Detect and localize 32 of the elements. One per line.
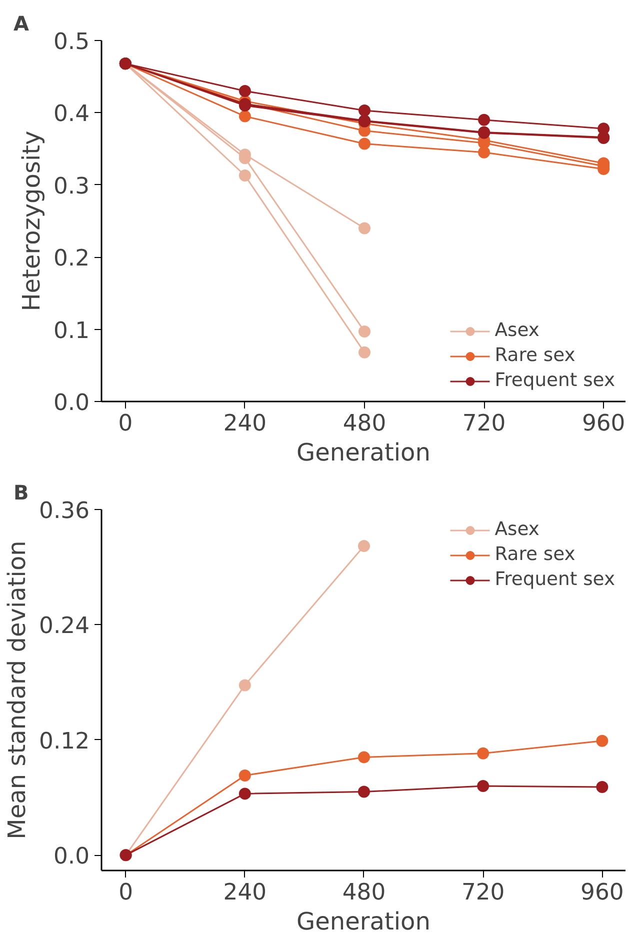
y-tick-label: 0.24 xyxy=(39,613,90,640)
text: B xyxy=(14,480,29,504)
y-tick-label: 0.5 xyxy=(53,29,90,55)
x-tick-label: 0 xyxy=(118,410,133,436)
legend-label: Asex xyxy=(494,519,540,540)
legend-label: Frequent sex xyxy=(494,569,615,590)
x-tick-label: 240 xyxy=(223,410,267,436)
x-tick-label: 720 xyxy=(462,410,506,436)
y-tick-label: 0.2 xyxy=(53,246,90,272)
x-axis-title: Generation xyxy=(296,438,430,466)
y-tick-label: 0.4 xyxy=(53,101,90,128)
y-tick-label: 0.0 xyxy=(53,844,90,870)
y-tick-label: 0.12 xyxy=(39,728,90,754)
x-tick-label: 480 xyxy=(342,880,386,906)
x-tick-label: 480 xyxy=(342,410,386,436)
x-axis-title: Generation xyxy=(296,908,430,936)
x-tick-label: 0 xyxy=(118,880,134,906)
y-tick-label: 0.3 xyxy=(53,173,90,200)
y-axis-title: Mean standard deviation xyxy=(3,540,32,840)
y-tick-label: 0.36 xyxy=(39,498,90,524)
x-tick-label: 720 xyxy=(461,880,505,906)
y-tick-label: 0.1 xyxy=(53,318,90,344)
legend-label: Asex xyxy=(494,320,540,341)
y-axis-title: Heterozygosity xyxy=(17,130,46,312)
x-tick-label: 960 xyxy=(582,410,626,436)
x-tick-label: 240 xyxy=(223,880,267,906)
x-tick-label: 960 xyxy=(580,880,624,906)
legend-label: Rare sex xyxy=(494,345,576,366)
y-tick-label: 0.0 xyxy=(53,390,90,416)
legend-label: Frequent sex xyxy=(494,370,615,391)
legend-label: Rare sex xyxy=(494,544,576,565)
text: A xyxy=(14,12,30,36)
